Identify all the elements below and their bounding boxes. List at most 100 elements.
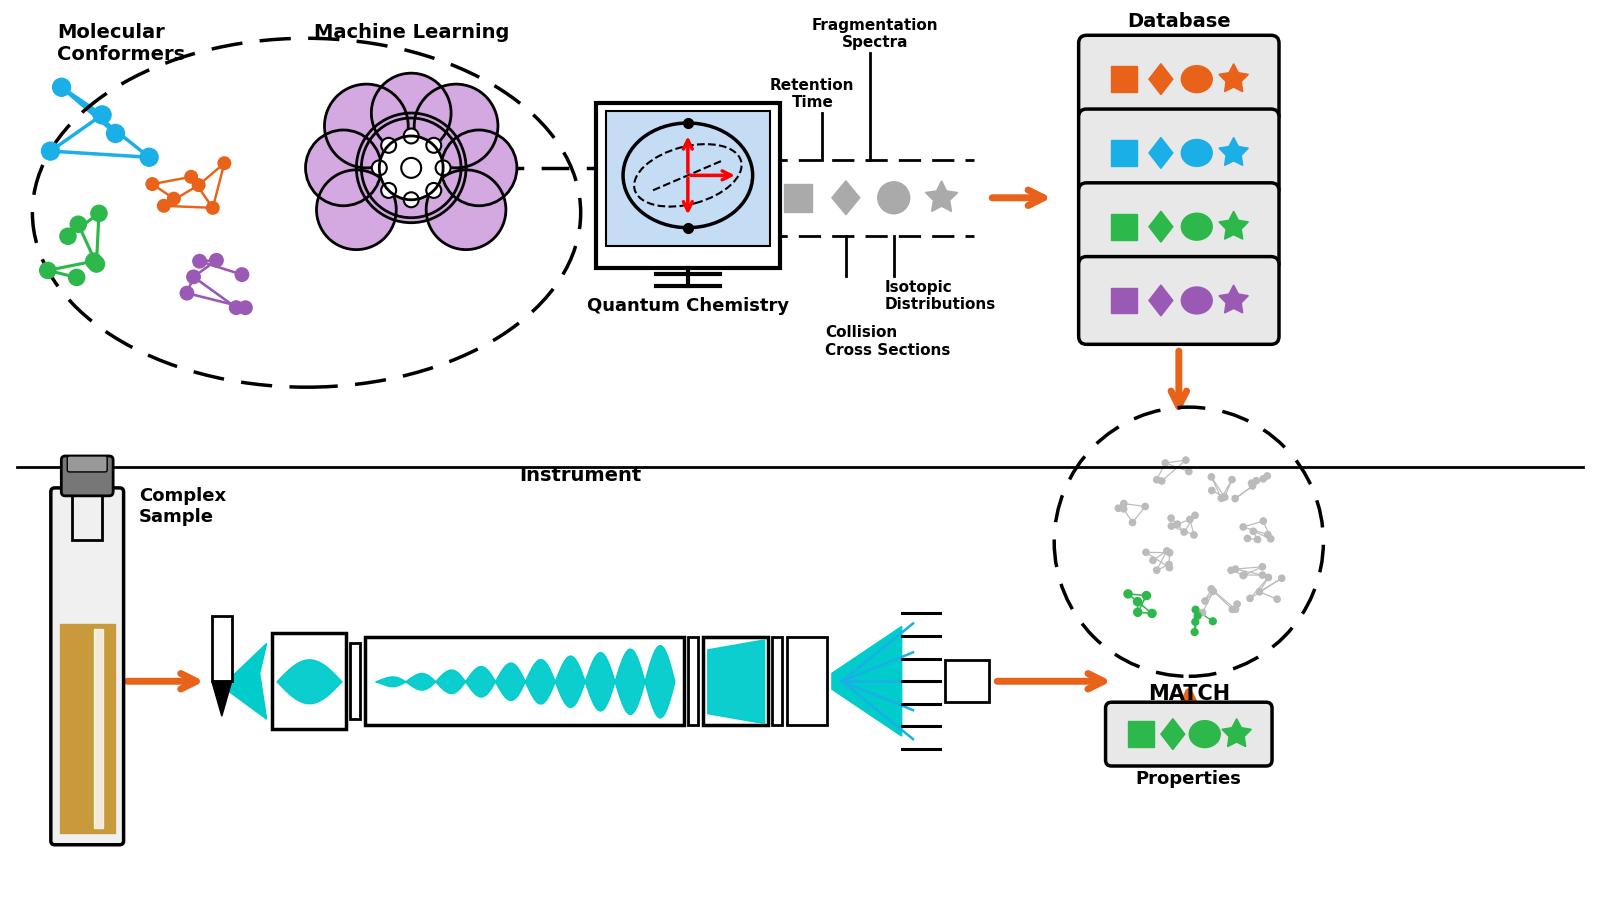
Circle shape: [1254, 536, 1261, 543]
FancyBboxPatch shape: [1078, 257, 1278, 344]
Bar: [784, 184, 811, 212]
Polygon shape: [211, 682, 232, 716]
Circle shape: [1163, 548, 1170, 554]
Circle shape: [1192, 606, 1198, 613]
Circle shape: [1264, 532, 1270, 538]
Circle shape: [1245, 536, 1251, 542]
Circle shape: [1261, 475, 1266, 482]
Circle shape: [1208, 586, 1214, 592]
Text: Collision
Cross Sections: Collision Cross Sections: [826, 326, 950, 358]
Circle shape: [1162, 460, 1168, 466]
Polygon shape: [1219, 64, 1248, 91]
Circle shape: [1142, 549, 1149, 555]
Circle shape: [435, 161, 451, 175]
Circle shape: [381, 183, 397, 198]
Circle shape: [238, 301, 253, 315]
Bar: [944, 660, 989, 702]
Text: MATCH: MATCH: [1147, 684, 1230, 704]
Text: Molecular
Conformers: Molecular Conformers: [58, 23, 186, 65]
Circle shape: [1229, 476, 1235, 483]
Circle shape: [371, 161, 387, 175]
Bar: [1110, 66, 1138, 92]
Circle shape: [1210, 618, 1216, 624]
Bar: [59, 624, 115, 832]
Circle shape: [1190, 532, 1197, 538]
Circle shape: [53, 78, 70, 96]
Ellipse shape: [1181, 139, 1213, 166]
Circle shape: [325, 84, 408, 168]
Ellipse shape: [1189, 720, 1221, 747]
Circle shape: [1142, 591, 1150, 599]
Polygon shape: [832, 181, 859, 214]
Circle shape: [229, 300, 243, 314]
Bar: [704, 638, 768, 725]
Bar: [94, 630, 102, 828]
Circle shape: [192, 179, 205, 191]
Circle shape: [88, 256, 104, 272]
Circle shape: [69, 269, 85, 285]
Circle shape: [1147, 609, 1157, 617]
Ellipse shape: [1181, 287, 1213, 314]
Text: Quantum Chemistry: Quantum Chemistry: [587, 298, 789, 316]
Polygon shape: [1219, 285, 1248, 313]
Circle shape: [1200, 609, 1206, 615]
Circle shape: [42, 142, 59, 160]
Circle shape: [1142, 503, 1149, 509]
Circle shape: [1158, 478, 1165, 484]
Circle shape: [381, 138, 397, 152]
Circle shape: [1218, 495, 1224, 501]
Ellipse shape: [1181, 65, 1213, 92]
Circle shape: [1154, 567, 1160, 573]
Circle shape: [59, 228, 77, 244]
Bar: [787, 638, 827, 725]
FancyBboxPatch shape: [1078, 109, 1278, 196]
FancyBboxPatch shape: [1078, 183, 1278, 271]
Text: Retention
Time: Retention Time: [770, 78, 854, 110]
FancyBboxPatch shape: [67, 456, 107, 472]
Polygon shape: [1222, 718, 1251, 746]
Circle shape: [403, 192, 419, 207]
Circle shape: [1240, 572, 1246, 579]
Circle shape: [1166, 562, 1173, 568]
Circle shape: [93, 106, 110, 124]
Circle shape: [168, 192, 181, 205]
Circle shape: [1194, 613, 1202, 619]
Circle shape: [1253, 477, 1259, 483]
Circle shape: [1248, 480, 1254, 486]
Polygon shape: [1162, 718, 1186, 750]
Circle shape: [1166, 564, 1173, 570]
Circle shape: [107, 125, 125, 143]
Circle shape: [1174, 521, 1181, 527]
Circle shape: [1168, 523, 1174, 529]
Bar: [1128, 721, 1154, 747]
Circle shape: [1192, 618, 1198, 625]
Circle shape: [371, 74, 451, 152]
Circle shape: [403, 128, 419, 144]
Circle shape: [1259, 563, 1266, 570]
Circle shape: [414, 84, 498, 168]
Polygon shape: [1149, 211, 1173, 242]
Circle shape: [306, 130, 381, 205]
Circle shape: [1264, 473, 1270, 479]
Circle shape: [1120, 501, 1126, 507]
Circle shape: [1221, 494, 1227, 501]
Circle shape: [1182, 457, 1189, 463]
Circle shape: [1210, 588, 1216, 595]
FancyBboxPatch shape: [61, 456, 114, 496]
Text: Properties: Properties: [1136, 770, 1242, 788]
Circle shape: [362, 118, 461, 218]
Circle shape: [1250, 528, 1256, 535]
Circle shape: [442, 130, 517, 205]
Circle shape: [181, 286, 194, 300]
Circle shape: [1250, 483, 1256, 489]
Circle shape: [1190, 629, 1198, 635]
Circle shape: [1208, 487, 1214, 493]
Circle shape: [86, 253, 102, 269]
Circle shape: [1240, 572, 1246, 579]
Circle shape: [206, 202, 219, 214]
Text: Instrument: Instrument: [520, 466, 642, 485]
Polygon shape: [925, 181, 958, 212]
Polygon shape: [832, 626, 902, 736]
Circle shape: [1261, 518, 1267, 524]
Circle shape: [1120, 506, 1126, 512]
